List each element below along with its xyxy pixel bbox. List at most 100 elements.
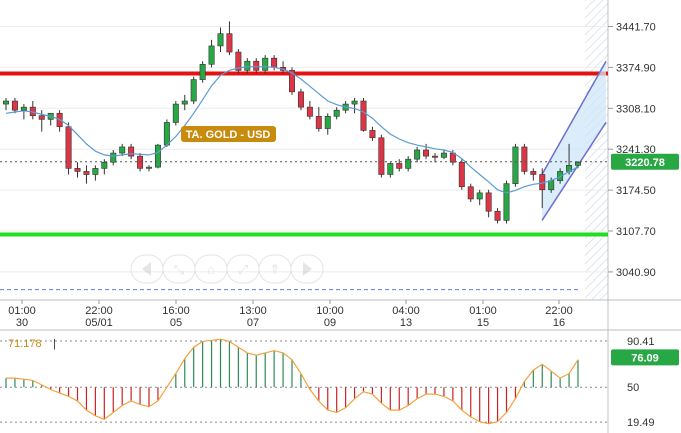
time-axis-labels: 01:003022:0005/0116:000513:000710:000904…: [8, 300, 573, 329]
candle: [74, 162, 81, 178]
candle: [235, 48, 242, 74]
moving-average-line: [5, 66, 579, 194]
candle: [154, 143, 161, 169]
candle: [333, 107, 340, 120]
time-tick-label: 16:00: [162, 305, 190, 317]
move-up-icon: ⇑: [270, 262, 281, 277]
arrow-left-icon: [142, 262, 151, 276]
date-tick-label: 15: [477, 317, 489, 329]
candle: [512, 143, 519, 187]
instrument-label: TA. GOLD - USD: [181, 126, 276, 142]
time-tick-label: 01:00: [8, 305, 36, 317]
date-tick-label: 13: [400, 317, 412, 329]
candle: [458, 159, 465, 190]
svg-text:76.09: 76.09: [631, 352, 659, 364]
candle: [244, 58, 251, 74]
date-tick-label: 30: [16, 317, 28, 329]
price-tick-label: 3241.30: [616, 144, 656, 156]
candle: [181, 94, 188, 111]
candle: [306, 101, 313, 120]
reset-button[interactable]: [194, 254, 228, 284]
candle: [146, 165, 152, 172]
candle: [494, 208, 501, 224]
oscillator-histogram: [5, 339, 579, 424]
candle: [3, 97, 9, 111]
current-price-badge: 3220.78: [611, 153, 679, 170]
oscillator-current-badge: 76.09: [611, 349, 679, 366]
date-tick-label: 07: [247, 317, 259, 329]
candle: [297, 88, 304, 111]
candles: [3, 21, 581, 224]
candle: [65, 122, 72, 175]
candle: [199, 61, 206, 83]
candle: [128, 143, 135, 160]
price-tick-label: 3107.70: [616, 226, 656, 238]
candle: [360, 97, 367, 132]
candle: [38, 110, 45, 132]
price-grid: [0, 26, 608, 273]
zoom-in-icon: ⤢: [238, 262, 248, 277]
channel-upper-line[interactable]: [541, 60, 607, 175]
instrument-label-text: TA. GOLD - USD: [186, 129, 271, 141]
candle: [503, 180, 510, 224]
chart-navigation-toolbar[interactable]: ⤡ ⌂ ⤢ ⇑: [130, 254, 324, 284]
candle: [387, 162, 394, 178]
oscillator-axis-ticks: 90.41 50 19.49: [627, 336, 655, 429]
time-tick-label: 04:00: [392, 305, 420, 317]
scroll-left-button[interactable]: [130, 254, 164, 284]
candle: [315, 107, 322, 132]
time-tick-label: 22:00: [85, 305, 113, 317]
candle: [485, 189, 492, 218]
candle: [208, 39, 215, 68]
date-tick-label: 16: [553, 317, 565, 329]
candle: [432, 153, 438, 163]
candle: [405, 156, 412, 172]
price-axis-ticks: 3441.70 3374.90 3308.10 3241.30 3174.50 3107.…: [608, 22, 656, 279]
candle: [378, 134, 385, 178]
candle: [110, 150, 117, 166]
oscillator-tick-label: 19.49: [627, 417, 655, 429]
candle: [226, 21, 233, 56]
reset-icon: ⌂: [207, 262, 215, 277]
move-up-button[interactable]: [258, 254, 292, 284]
candle: [440, 150, 447, 160]
date-tick-label: 05: [170, 317, 182, 329]
scroll-right-button[interactable]: [290, 254, 324, 284]
oscillator-grid: [0, 340, 608, 423]
candle: [83, 165, 90, 184]
candle: [324, 113, 331, 135]
candle: [369, 126, 376, 141]
zoom-in-button[interactable]: [226, 254, 260, 284]
candle: [20, 104, 27, 120]
time-tick-label: 13:00: [239, 305, 267, 317]
candle: [262, 55, 269, 74]
price-tick-label: 3374.90: [616, 62, 656, 74]
candle: [476, 189, 483, 206]
oscillator-line: [6, 338, 579, 425]
arrow-right-icon: [303, 262, 312, 276]
zoom-out-button[interactable]: [162, 254, 196, 284]
candle: [253, 58, 260, 74]
price-tick-label: 3040.90: [616, 267, 656, 279]
oscillator-tick-label: 90.41: [627, 336, 655, 348]
candle: [29, 101, 36, 120]
horizontal-levels: [0, 71, 608, 291]
candle: [172, 101, 179, 126]
time-tick-label: 01:00: [469, 305, 497, 317]
channel-lower-line[interactable]: [541, 122, 607, 221]
time-tick-label: 22:00: [545, 305, 573, 317]
time-tick-label: 10:00: [316, 305, 344, 317]
candle: [530, 168, 537, 181]
candle: [351, 97, 358, 114]
candle: [11, 97, 18, 114]
oscillator-tick-label: 50: [627, 382, 639, 394]
candle: [467, 183, 474, 203]
candle: [101, 159, 108, 175]
candle: [396, 159, 403, 172]
candle: [47, 112, 54, 126]
candle: [92, 165, 99, 181]
candle: [521, 143, 528, 175]
candle: [217, 27, 224, 53]
svg-text:3220.78: 3220.78: [625, 157, 665, 169]
